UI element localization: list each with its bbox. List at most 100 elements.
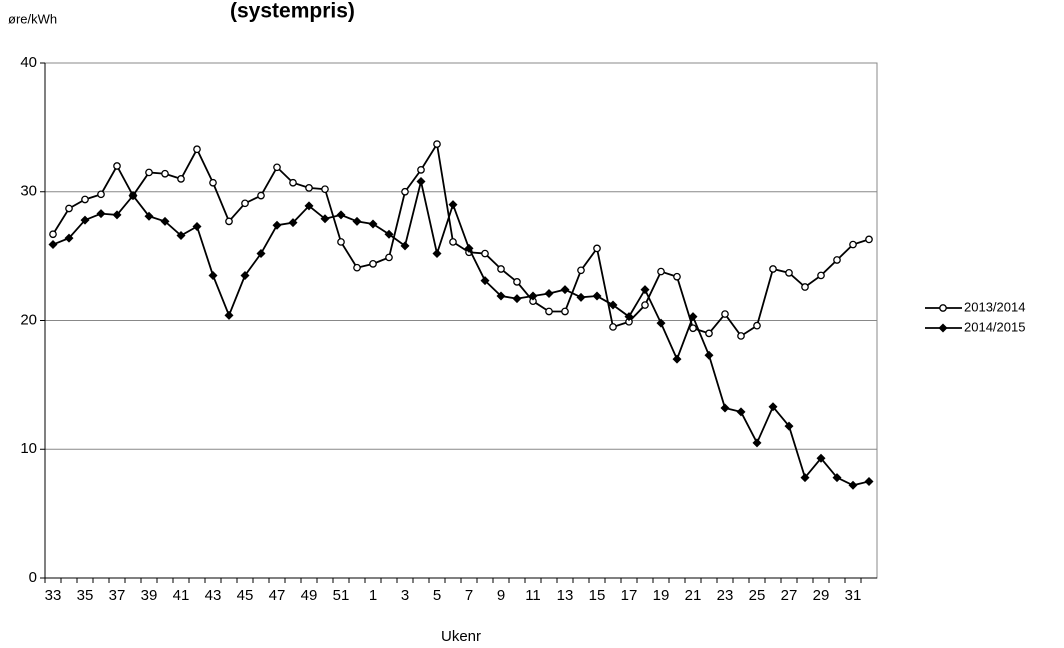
point [81, 195, 89, 204]
chart-title: (systempris) [230, 0, 355, 23]
x-tick-label: 5 [433, 587, 441, 604]
legend-label: 2014/2015 [964, 319, 1025, 334]
point [464, 243, 474, 253]
point [785, 269, 793, 277]
point [800, 473, 810, 483]
point [721, 310, 729, 318]
point [737, 332, 745, 340]
point [113, 162, 121, 170]
point [208, 270, 218, 280]
point [720, 403, 730, 413]
point [256, 249, 266, 259]
point [64, 233, 74, 243]
point [145, 168, 153, 177]
point [400, 241, 410, 251]
point [241, 199, 249, 208]
x-tick-label: 9 [497, 587, 505, 604]
point [305, 184, 313, 192]
point [384, 229, 394, 239]
legend-label: 2013/2014 [964, 299, 1025, 314]
point [49, 230, 57, 239]
point [545, 307, 553, 316]
point [705, 329, 713, 338]
x-tick-label: 29 [813, 587, 830, 604]
x-tick-label: 11 [525, 587, 541, 604]
point [592, 291, 602, 301]
y-tick-label: 40 [20, 54, 37, 71]
point [704, 350, 714, 360]
y-tick-label: 10 [20, 440, 37, 457]
point [753, 321, 761, 330]
point [401, 187, 409, 196]
point [353, 263, 361, 272]
point [768, 402, 778, 412]
x-tick-label: 33 [45, 587, 62, 604]
point [272, 220, 282, 230]
point [193, 145, 201, 154]
x-tick-label: 21 [685, 587, 702, 604]
point [160, 216, 170, 226]
point [848, 480, 858, 490]
legend-marker [938, 323, 948, 333]
point [368, 219, 378, 229]
point [736, 407, 746, 417]
x-tick-label: 35 [77, 587, 94, 604]
point [641, 301, 649, 309]
point [496, 291, 506, 301]
point [801, 283, 809, 291]
point [673, 272, 681, 281]
point [417, 166, 425, 174]
point [528, 291, 538, 301]
point [560, 285, 570, 295]
point [177, 175, 185, 183]
point [816, 453, 826, 463]
point [449, 238, 457, 246]
point [337, 238, 345, 246]
point [65, 204, 73, 213]
point [497, 265, 505, 273]
point [224, 310, 234, 320]
x-tick-label: 51 [333, 587, 350, 604]
point [657, 267, 665, 276]
point [513, 278, 521, 286]
x-tick-label: 25 [749, 587, 766, 604]
legend-marker [939, 304, 947, 312]
point [640, 285, 650, 295]
x-tick-label: 17 [621, 587, 638, 604]
point [480, 276, 490, 286]
point [624, 312, 634, 322]
point [369, 259, 377, 268]
x-tick-label: 39 [141, 587, 158, 604]
x-axis-label: Ukenr [441, 628, 481, 645]
point [608, 300, 618, 310]
series-line [52, 181, 870, 487]
point [144, 211, 154, 221]
x-tick-label: 1 [369, 587, 377, 604]
point [209, 178, 217, 187]
point [80, 215, 90, 225]
point [432, 249, 442, 259]
point [688, 312, 698, 322]
point [865, 235, 873, 244]
point [416, 176, 426, 186]
point [273, 163, 281, 172]
x-tick-label: 45 [237, 587, 254, 604]
point [481, 249, 489, 258]
point [689, 324, 697, 333]
point [593, 244, 601, 253]
x-tick-label: 31 [845, 587, 862, 604]
y-tick-label: 20 [20, 311, 37, 328]
x-tick-label: 47 [269, 587, 286, 604]
point [832, 473, 842, 483]
x-tick-label: 3 [401, 587, 409, 604]
point [128, 191, 138, 201]
point [385, 253, 393, 262]
x-tick-label: 7 [465, 587, 473, 604]
point [512, 294, 522, 304]
point [784, 421, 794, 431]
series-line [52, 141, 870, 338]
point [48, 240, 58, 250]
y-tick-label: 0 [29, 569, 37, 586]
point [257, 191, 265, 200]
